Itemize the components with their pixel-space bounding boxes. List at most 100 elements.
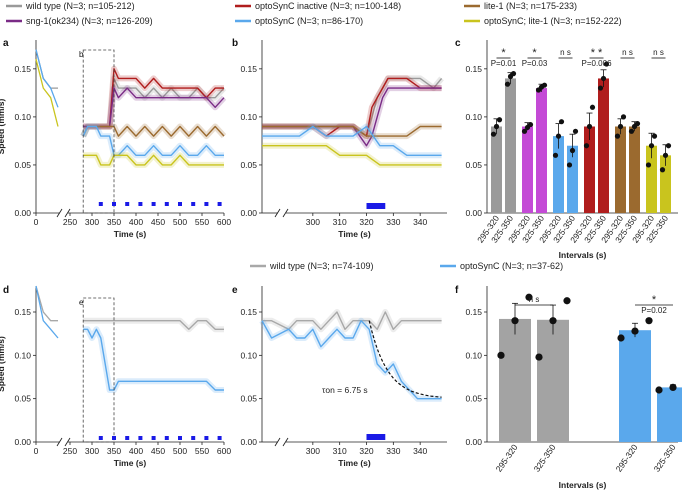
x-tick-label: 400: [129, 446, 143, 456]
legend-label: wild type (N=3; n=105-212): [25, 1, 135, 11]
y-tick-label: 0.05: [14, 394, 31, 404]
x-tick-label: 300: [306, 217, 320, 227]
y-tick-label: 0.10: [240, 112, 257, 122]
x-tick-label: 450: [151, 217, 165, 227]
series-line: [82, 125, 225, 137]
x-tick-label: 0: [34, 446, 39, 456]
x-tick-label: 310: [333, 446, 347, 456]
x-axis-title: Time (s): [338, 229, 371, 239]
y-tick-label: 0.00: [465, 208, 482, 218]
data-point: [614, 133, 621, 139]
x-tick-label: 500: [173, 446, 187, 456]
x-tick-label: 250: [63, 217, 77, 227]
light-pulse: [112, 436, 116, 440]
series-line: [35, 59, 59, 127]
light-pulse: [98, 436, 103, 440]
light-pulse: [112, 202, 116, 206]
data-point: [665, 143, 672, 149]
series-line: [262, 144, 442, 166]
bar: [567, 145, 578, 213]
x-tick-label: 325-350: [652, 442, 678, 474]
y-tick-label: 0.15: [465, 64, 482, 74]
light-pulse: [138, 202, 143, 206]
legend-label: wild type (N=3; n=74-109): [269, 261, 374, 271]
data-point: [521, 128, 528, 134]
x-tick-label: 0: [34, 217, 39, 227]
light-pulse: [217, 202, 222, 206]
panel-b: 0.00 0.05 0.10 0.15 300 310 320 330 340 Time (s): [240, 40, 447, 239]
y-axis-title: Speed (mm/s): [0, 336, 6, 392]
light-stimulus-bar: [366, 434, 386, 440]
light-pulse: [191, 202, 196, 206]
bar: [660, 155, 671, 213]
significance-label: n s: [622, 48, 633, 57]
y-tick-label: 0.00: [14, 437, 31, 447]
y-tick-label: 0.05: [240, 160, 257, 170]
x-tick-label: 320: [359, 446, 373, 456]
y-tick-label: 0.00: [240, 437, 257, 447]
significance-label: P=0.01: [491, 59, 517, 68]
legend-label: optoSynC inactive (N=3; n=100-148): [255, 1, 401, 11]
x-axis-title: Intervals (s): [559, 250, 607, 260]
data-point: [589, 104, 596, 110]
data-point: [645, 317, 653, 325]
x-tick-label: 450: [151, 446, 165, 456]
light-stimulus-bar: [366, 203, 386, 209]
y-tick-label: 0.10: [465, 350, 482, 360]
data-point: [497, 351, 505, 359]
y-tick-label: 0.15: [14, 307, 31, 317]
data-point: [603, 61, 610, 67]
panel-f: 0.00 0.05 0.10 0.15 295-320 325-350 295-320 325…: [465, 286, 682, 490]
significance-stars: *: [532, 47, 537, 59]
series-line: [262, 125, 442, 157]
x-axis-title: Intervals (s): [559, 480, 607, 490]
y-tick-label: 0.15: [14, 64, 31, 74]
series-line: [35, 285, 58, 322]
series-line: [82, 125, 224, 157]
y-tick-label: 0.05: [14, 160, 31, 170]
bar: [646, 145, 657, 213]
inset-box: [82, 297, 115, 443]
axis-break: [282, 208, 289, 218]
series-line: [35, 49, 59, 108]
data-point: [493, 123, 500, 130]
data-point: [549, 317, 557, 325]
data-point: [586, 123, 593, 130]
light-pulse: [98, 202, 103, 206]
light-pulse: [125, 202, 130, 206]
axis-break: [274, 208, 281, 218]
y-tick-label: 0.10: [465, 112, 482, 122]
light-pulse: [138, 436, 143, 440]
bar: [619, 330, 651, 442]
y-tick-label: 0.15: [240, 307, 257, 317]
x-tick-label: 325-350: [532, 442, 558, 474]
bar: [522, 126, 533, 213]
inset-label-a: b: [79, 50, 84, 59]
light-pulse: [204, 436, 209, 440]
x-tick-label: 350: [107, 446, 121, 456]
x-tick-label: 310: [333, 217, 347, 227]
bar: [584, 126, 595, 213]
legend-label: lite-1 (N=3; n=175-233): [484, 1, 577, 11]
data-point: [617, 334, 625, 342]
bar: [505, 78, 516, 213]
bar: [615, 126, 626, 213]
bar: [657, 387, 682, 442]
significance-label: n s: [560, 48, 571, 57]
data-point: [620, 114, 627, 120]
x-tick-label: 300: [306, 446, 320, 456]
data-point: [563, 297, 571, 305]
data-point: [490, 131, 497, 137]
bar: [553, 136, 564, 213]
axis-break: [282, 437, 289, 447]
significance-label: P=0.006: [581, 59, 612, 68]
data-point: [572, 128, 579, 134]
x-tick-label: 400: [129, 217, 143, 227]
panel-label-e: e: [232, 285, 238, 296]
data-point: [617, 123, 624, 130]
data-point: [669, 383, 677, 391]
legend-bottom: wild type (N=3; n=74-109) optoSynC (N=3; …: [250, 261, 563, 271]
y-tick-label: 0.05: [465, 160, 482, 170]
x-tick-label: 295-320: [494, 442, 520, 474]
